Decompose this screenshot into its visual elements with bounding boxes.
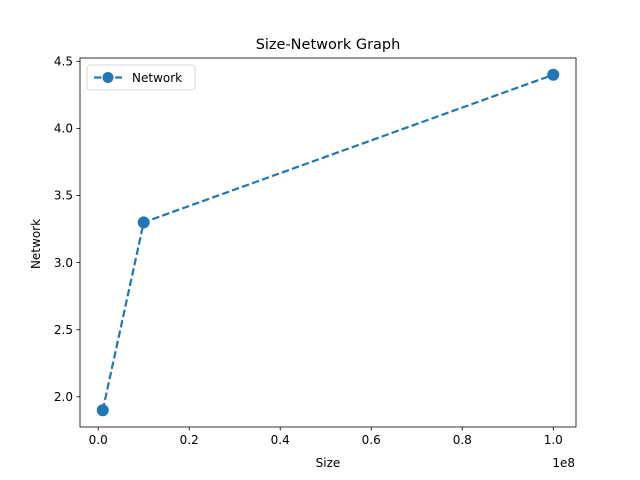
legend-label: Network [132,71,182,85]
x-tick-label: 0.2 [180,433,199,447]
axes-frame [79,57,577,428]
x-tick-label: 0.4 [271,433,290,447]
x-tick-label: 0.6 [362,433,381,447]
legend: Network [86,64,196,91]
data-point [547,68,560,81]
y-tick-label: 4.0 [54,122,73,136]
x-tick-label: 0.8 [453,433,472,447]
y-axis: 2.0 2.5 3.0 3.5 4.0 4.5 [54,55,80,404]
y-tick-label: 4.5 [54,55,73,69]
x-tick-label: 0.0 [89,433,108,447]
data-point [137,216,150,229]
plot-area [79,57,577,428]
legend-marker [102,72,114,83]
y-tick-label: 2.5 [54,323,73,337]
y-tick-label: 3.0 [54,256,73,270]
series-layer [96,68,560,417]
y-tick-label: 3.5 [54,189,73,203]
data-point [96,404,109,417]
y-axis-title: Network [29,219,43,269]
x-axis-title: Size [316,456,341,470]
y-tick-label: 2.0 [54,390,73,404]
x-tick-label: 1.0 [544,433,563,447]
legend-box [86,64,196,91]
x-axis: 0.0 0.2 0.4 0.6 0.8 1.0 [89,427,563,447]
x-axis-offset-label: 1e8 [552,456,575,470]
chart-title: Size-Network Graph [256,37,401,53]
